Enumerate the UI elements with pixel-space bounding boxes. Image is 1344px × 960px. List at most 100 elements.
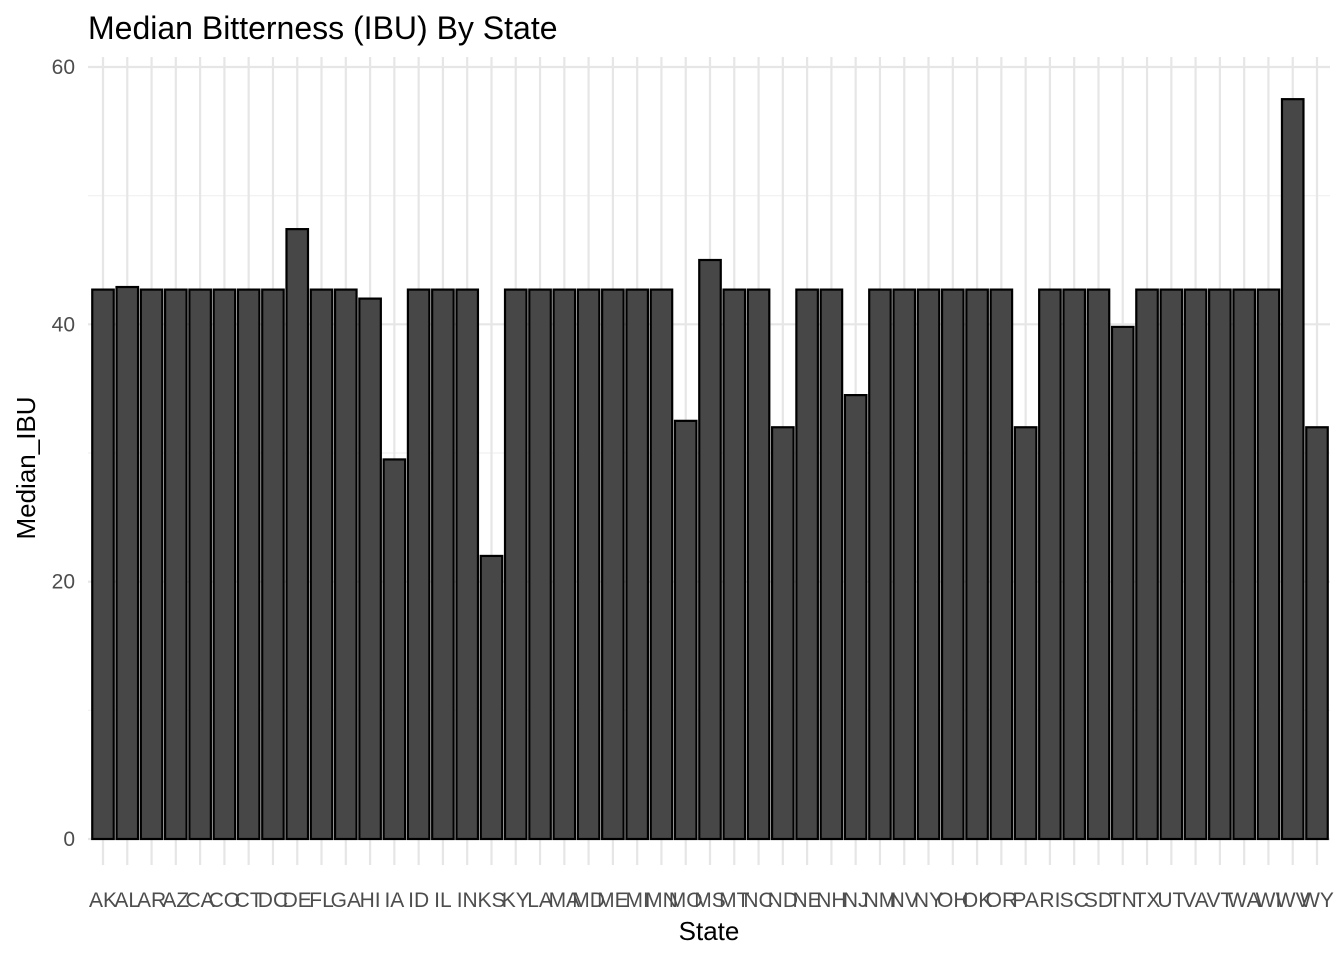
x-axis-title: State [679,916,740,946]
bar-SD [1086,288,1111,841]
bar-SC [1062,288,1087,841]
x-tick-label: MS [694,889,726,912]
x-tick-label: NM [864,889,897,912]
bar-TN [1110,325,1135,841]
x-tick-label: DC [258,889,288,912]
x-tick-label: MA [549,889,581,912]
x-tick-label: SC [1060,889,1089,912]
x-tick-label: NC [743,889,773,912]
bar-HI [358,297,382,841]
bar-KY [503,288,528,841]
x-tick-label: GA [331,889,361,912]
x-tick-label: OH [937,889,969,912]
x-tick-label: AK [89,889,117,912]
x-tick-label: MI [625,889,648,912]
x-tick-label: NV [890,889,919,912]
x-tick-label: UT [1157,889,1185,912]
bar-NM [868,288,892,841]
bar-OR [989,288,1014,841]
x-tick-label: IL [434,889,452,912]
x-tick-label: TN [1109,889,1137,912]
bar-KS [479,554,504,841]
bar-LA [528,288,552,841]
x-tick-label: WI [1256,889,1282,912]
y-tick-label: 40 [52,313,75,336]
x-tick-label: NY [914,889,943,912]
x-tick-label: OR [986,889,1018,912]
x-tick-label: AZ [162,889,189,912]
x-tick-label: ID [408,889,429,912]
chart-title: Median Bitterness (IBU) By State [88,10,558,46]
bar-DE [285,228,310,841]
bar-TX [1135,288,1159,841]
bar-MS [698,258,722,841]
bar-NV [892,288,917,841]
x-tick-label: MO [669,889,703,912]
bar-IL [431,288,455,841]
bar-ID [406,288,431,841]
x-tick-label: NH [816,889,846,912]
x-tick-label: AL [114,889,140,912]
bar-NY [916,288,941,841]
x-tick-label: WY [1300,889,1334,912]
x-tick-label: AR [137,889,166,912]
bar-CO [212,288,237,841]
x-tick-label: OK [962,889,992,912]
bar-OH [940,288,965,841]
bar-FL [309,288,334,841]
x-tick-label: FL [309,889,334,912]
bar-RI [1038,288,1062,841]
x-tick-label: MT [719,889,749,912]
bar-CT [236,288,261,841]
bar-OK [965,288,989,841]
bar-WY [1305,426,1329,841]
bar-MI [625,288,650,841]
bar-MA [552,288,577,841]
x-tick-label: CO [209,889,241,912]
bar-NC [746,288,771,841]
x-tick-label: LA [527,889,553,912]
x-tick-label: KY [502,889,530,912]
bar-CA [188,288,212,841]
bar-WI [1256,288,1281,841]
y-tick-label: 20 [52,571,75,594]
bar-MN [649,288,674,841]
bar-NJ [843,394,868,841]
bar-MT [722,288,747,841]
x-tick-label: CA [186,889,215,912]
x-tick-label: MN [645,889,678,912]
bar-AZ [163,288,188,841]
bar-IA [382,458,407,841]
y-axis-title: Median_IBU [11,396,41,539]
y-tick-label: 0 [63,828,75,851]
x-tick-label: WA [1228,889,1261,912]
x-tick-label: WV [1276,889,1310,912]
x-tick-label: VA [1182,889,1208,912]
x-tick-label: NJ [843,889,869,912]
bar-NH [819,288,844,841]
bar-WA [1232,288,1257,841]
x-tick-label: VT [1206,889,1233,912]
bar-MD [576,288,601,841]
bar-VT [1208,288,1232,841]
x-tick-label: RI [1039,889,1060,912]
x-tick-label: IA [384,889,404,912]
x-tick-label: MD [572,889,605,912]
x-tick-label: ND [768,889,798,912]
bar-ND [770,426,795,841]
x-tick-label: KS [477,889,505,912]
x-tick-label: TX [1134,889,1161,912]
bar-MO [673,419,698,841]
bar-UT [1159,288,1184,841]
x-tick-label: HI [360,889,381,912]
bar-AK [91,288,115,841]
y-tick-label: 60 [52,56,75,79]
bar-NE [795,288,819,841]
bar-IN [455,288,480,841]
y-tick-labels: 0 20 40 60 [52,56,75,851]
bar-ME [601,288,625,841]
x-tick-label: CT [235,889,263,912]
x-tick-label: SD [1084,889,1113,912]
